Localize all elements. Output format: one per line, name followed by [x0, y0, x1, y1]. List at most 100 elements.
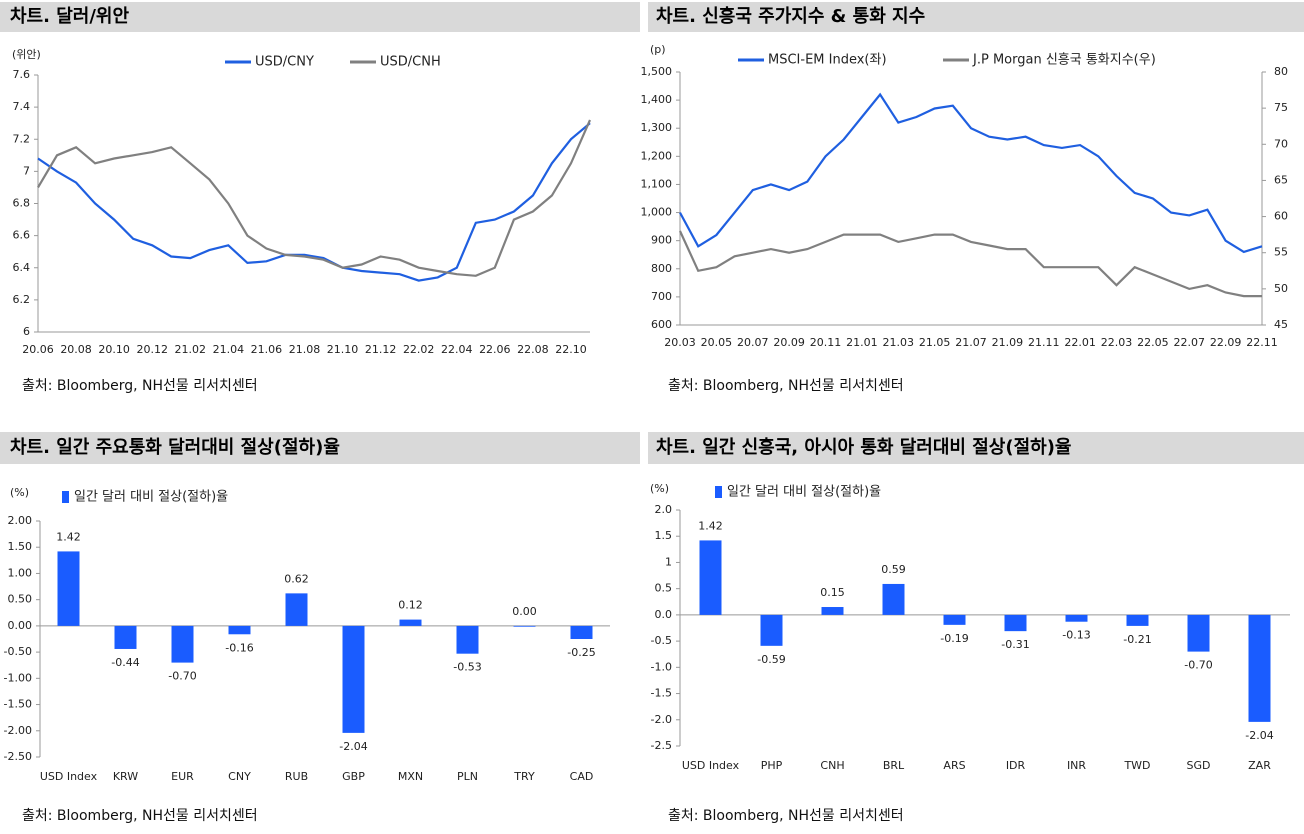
bar: [882, 583, 905, 615]
y-tick-label: 900: [651, 234, 672, 247]
x-tick-label: CNY: [228, 770, 251, 783]
y-tick-label: 0.5: [655, 582, 673, 595]
y-tick-label: 0.00: [8, 619, 33, 632]
y-tick-label: 7.6: [13, 68, 31, 81]
line: [679, 92, 1263, 254]
value-label: -0.59: [757, 653, 785, 666]
legend-label: USD/CNH: [380, 55, 441, 70]
x-tick-label: 20.11: [810, 336, 842, 349]
value-label: -0.13: [1062, 629, 1090, 642]
y-tick-label: 1.5: [655, 529, 673, 542]
unit-label: (위안): [12, 48, 41, 61]
x-tick-label: 22.09: [1210, 336, 1242, 349]
bar: [57, 551, 80, 626]
bar: [570, 625, 593, 639]
bar: [285, 593, 308, 626]
y-tick-label: -1.00: [4, 671, 32, 684]
x-tick-label: 22.10: [555, 343, 587, 356]
bar: [1248, 614, 1271, 722]
value-label: 0.62: [284, 572, 309, 585]
x-tick-label: 22.02: [403, 343, 435, 356]
value-label: -0.25: [567, 646, 595, 659]
x-tick-label: 22.07: [1174, 336, 1206, 349]
bar: [171, 625, 194, 663]
x-tick-label: USD Index: [682, 759, 740, 772]
value-label: 0.59: [881, 563, 906, 576]
y-tick-label: -2.00: [4, 724, 32, 737]
source: 출처: Bloomberg, NH선물 리서치센터: [668, 378, 904, 394]
y-tick-label: 800: [651, 262, 672, 275]
bar: [943, 614, 966, 625]
value-label: -2.04: [339, 740, 367, 753]
legend-swatch: [715, 486, 722, 498]
bar: [513, 625, 536, 627]
y-tick-label: 0.50: [8, 593, 33, 606]
bar: [399, 619, 422, 626]
legend-label: MSCI-EM Index(좌): [768, 53, 887, 68]
x-tick-label: EUR: [171, 770, 194, 783]
value-label: -0.44: [111, 656, 139, 669]
x-tick-label: KRW: [113, 770, 138, 783]
y-tick-label: -2.50: [4, 750, 32, 763]
value-label: 0.15: [820, 586, 845, 599]
legend-label: J.P Morgan 신흥국 통화지수(우): [972, 53, 1156, 68]
y2-tick-label: 80: [1274, 65, 1288, 78]
y-tick-label: 6.6: [13, 229, 31, 242]
bar: [114, 625, 137, 649]
x-tick-label: 21.05: [919, 336, 951, 349]
y-tick-label: 2.00: [8, 514, 33, 527]
bar: [1004, 614, 1027, 632]
y-tick-label: 7.4: [13, 100, 31, 113]
x-tick-label: 22.11: [1246, 336, 1278, 349]
y-tick-label: 6.2: [13, 293, 31, 306]
x-tick-label: 22.05: [1137, 336, 1169, 349]
y-tick-label: 1,400: [641, 93, 673, 106]
y-tick-label: 2.0: [655, 503, 673, 516]
x-tick-label: ARS: [943, 759, 965, 772]
y-tick-label: -1.0: [651, 660, 672, 673]
source: 출처: Bloomberg, NH선물 리서치센터: [22, 378, 258, 394]
value-label: 1.42: [698, 519, 723, 532]
title-bar: [0, 432, 640, 464]
x-tick-label: 20.07: [737, 336, 769, 349]
x-tick-label: 21.04: [213, 343, 245, 356]
line: [678, 230, 1262, 298]
x-tick-label: CAD: [570, 770, 594, 783]
x-tick-label: PHP: [761, 759, 783, 772]
line: [37, 122, 591, 282]
x-tick-label: 21.03: [883, 336, 915, 349]
x-tick-label: 20.09: [773, 336, 805, 349]
x-tick-label: MXN: [398, 770, 423, 783]
y-tick-label: 1.50: [8, 540, 33, 553]
x-tick-label: 21.12: [365, 343, 397, 356]
value-label: -0.19: [940, 632, 968, 645]
x-tick-label: TWD: [1123, 759, 1150, 772]
y-tick-label: -1.50: [4, 698, 32, 711]
bar: [1187, 614, 1210, 652]
chart-title: 차트. 일간 신흥국, 아시아 통화 달러대비 절상(절하)율: [656, 436, 1072, 458]
x-tick-label: 22.08: [517, 343, 549, 356]
x-tick-label: ZAR: [1248, 759, 1271, 772]
y-tick-label: -0.5: [651, 634, 672, 647]
value-label: -0.53: [453, 661, 481, 674]
value-label: 0.12: [398, 599, 423, 612]
value-label: -0.16: [225, 641, 253, 654]
y2-tick-label: 75: [1274, 101, 1288, 114]
legend-label: 일간 달러 대비 절상(절하)율: [727, 485, 881, 500]
x-tick-label: 21.09: [992, 336, 1024, 349]
bar: [699, 540, 722, 615]
title-bar: [648, 432, 1304, 464]
x-tick-label: 21.01: [846, 336, 878, 349]
chart-title: 차트. 신흥국 주가지수 & 통화 지수: [656, 5, 925, 27]
x-tick-label: 20.10: [98, 343, 130, 356]
unit-label: (p): [650, 43, 666, 56]
x-tick-label: 20.08: [60, 343, 92, 356]
value-label: 0.00: [512, 605, 537, 618]
source: 출처: Bloomberg, NH선물 리서치센터: [668, 808, 904, 824]
x-tick-label: 21.06: [251, 343, 283, 356]
x-tick-label: IDR: [1006, 759, 1026, 772]
value-label: -0.70: [1184, 659, 1212, 672]
y-tick-label: 1,100: [641, 177, 673, 190]
bar: [821, 607, 844, 615]
x-tick-label: 22.03: [1101, 336, 1133, 349]
